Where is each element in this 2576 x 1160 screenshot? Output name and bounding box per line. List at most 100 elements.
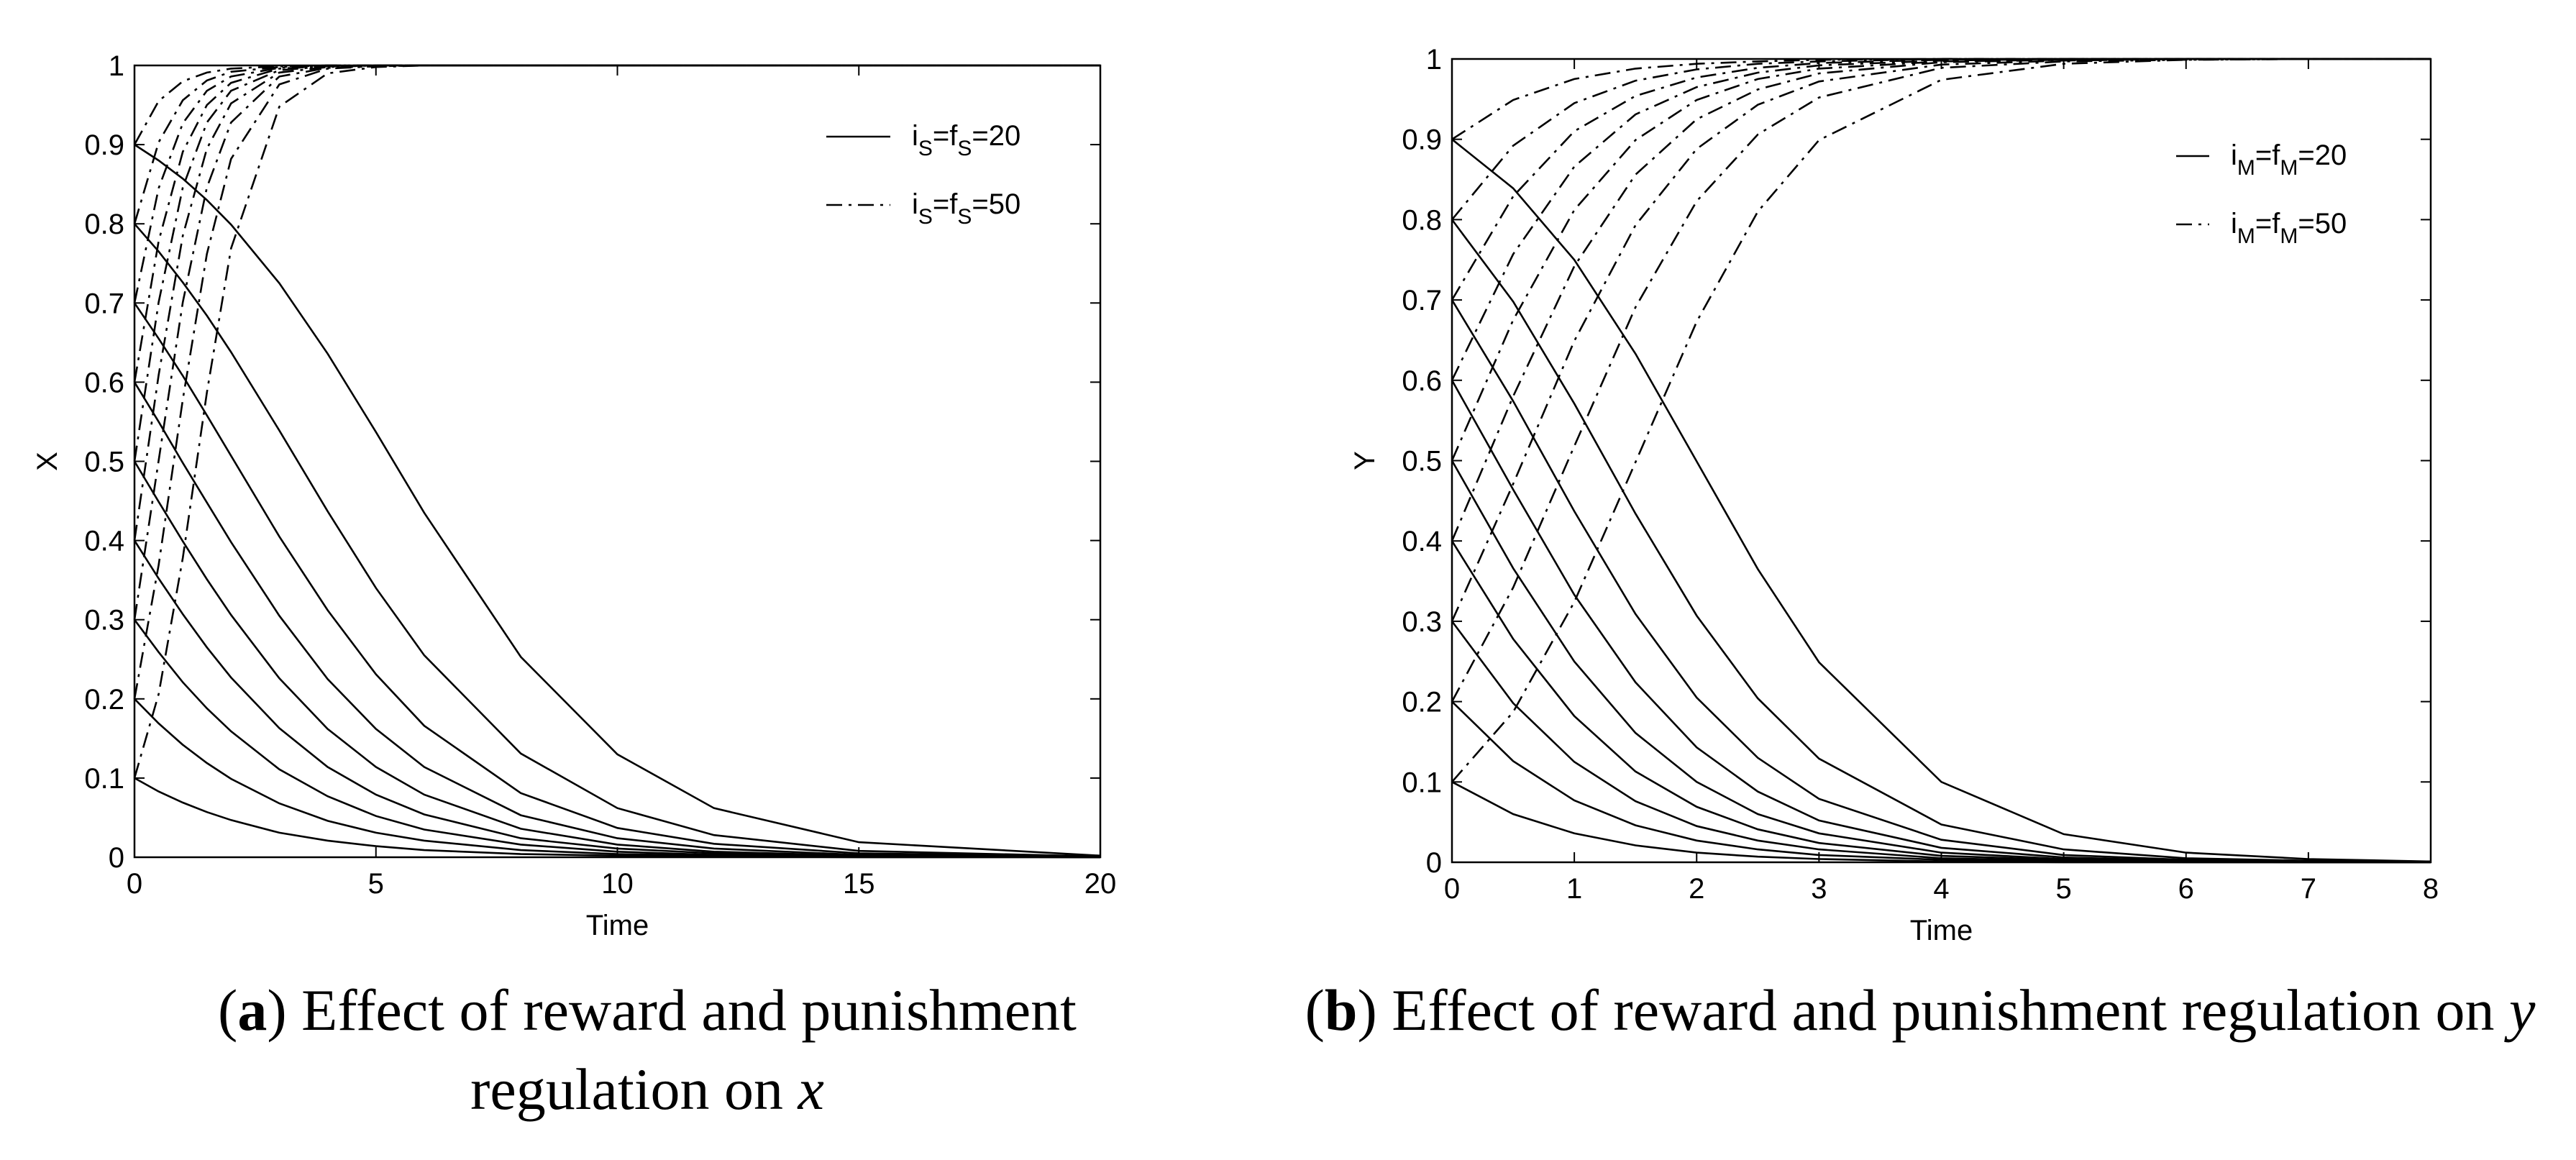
series-line — [133, 460, 1101, 859]
legend-text: M — [2280, 156, 2298, 180]
legend-text: S — [957, 205, 972, 229]
y-tick-label: 0.9 — [1402, 124, 1442, 156]
series-line — [1451, 138, 2431, 863]
legend-text: =50 — [2298, 208, 2347, 239]
caption-part: ( — [1305, 977, 1325, 1043]
series-line — [134, 777, 1100, 859]
x-tick-label: 7 — [2301, 873, 2316, 905]
legend-text: =f — [933, 120, 958, 152]
legend-text: =20 — [2298, 140, 2347, 171]
y-tick-label: 0.3 — [1402, 606, 1442, 638]
x-tick-label: 20 — [1084, 868, 1117, 900]
y-tick-label: 0.1 — [1402, 767, 1442, 798]
caption-part: ) Effect of reward and punishment regula… — [1357, 977, 2510, 1043]
series-line — [133, 539, 1101, 859]
legend-text: S — [918, 137, 933, 160]
caption-part: y — [2509, 977, 2536, 1043]
x-tick-label: 2 — [1689, 873, 1704, 905]
series-line — [134, 223, 1101, 858]
legend-text: M — [2280, 224, 2298, 248]
plot-frame — [133, 64, 1102, 859]
caption-part: ( — [218, 977, 238, 1043]
y-tick-label: 0.6 — [84, 367, 124, 398]
y-tick-label: 0.4 — [1402, 526, 1442, 557]
series-line — [133, 64, 1100, 383]
y-tick-label: 0.5 — [1402, 446, 1442, 478]
series-line — [133, 381, 1101, 859]
legend-text: =f — [2255, 208, 2280, 239]
x-tick-label: 15 — [843, 868, 875, 900]
y-tick-label: 0.7 — [1402, 285, 1442, 316]
series-line — [1451, 621, 2431, 864]
series-line — [1451, 219, 2431, 863]
legend-entry: iS=fS=20 — [912, 120, 1020, 160]
y-tick-label: 0.8 — [1402, 204, 1442, 236]
series-line — [1451, 58, 2431, 140]
caption-part: a — [237, 977, 268, 1043]
series-line — [1451, 380, 2431, 864]
legend-entry: iS=fS=50 — [912, 188, 1020, 229]
caption-part: ) Effect of reward and punishment regula… — [267, 977, 1077, 1122]
caption-b: (b) Effect of reward and punishment regu… — [1266, 971, 2575, 1050]
series-line — [133, 64, 1100, 779]
y-tick-label: 0.6 — [1402, 365, 1442, 397]
y-tick-label: 0.5 — [84, 447, 124, 478]
y-tick-label: 0.7 — [84, 288, 124, 319]
y-tick-label: 0.2 — [1402, 687, 1442, 718]
y-tick-label: 0.2 — [84, 684, 124, 716]
caption-a: (a) Effect of reward and punishment regu… — [144, 971, 1151, 1129]
legend-text: S — [957, 137, 972, 160]
y-axis-label: X — [32, 452, 63, 471]
y-tick-label: 0.8 — [84, 209, 124, 240]
y-tick-label: 0.3 — [84, 605, 124, 636]
x-axis-label: Time — [586, 910, 649, 941]
series-line — [133, 302, 1101, 858]
x-tick-label: 4 — [1933, 873, 1949, 905]
series-line — [1451, 540, 2431, 864]
legend-text: i — [2231, 140, 2237, 171]
series-line — [1451, 58, 2431, 381]
legend-text: i — [912, 188, 918, 220]
x-tick-label: 5 — [368, 868, 384, 900]
y-tick-label: 0.9 — [84, 129, 124, 161]
legend-entry: iM=fM=50 — [2231, 208, 2347, 248]
x-tick-label: 6 — [2178, 873, 2194, 905]
legend-text: =f — [933, 188, 958, 220]
series-line — [133, 618, 1101, 859]
caption-part: b — [1324, 977, 1358, 1043]
legend-entry: iM=fM=20 — [2231, 140, 2347, 180]
series-line — [133, 64, 1100, 303]
legend-text: S — [918, 205, 933, 229]
y-tick-label: 0 — [1426, 847, 1442, 879]
x-tick-label: 8 — [2423, 873, 2439, 905]
x-tick-label: 1 — [1566, 873, 1582, 905]
legend-text: i — [2231, 208, 2237, 239]
series-line — [1451, 58, 2431, 221]
y-tick-label: 1 — [1426, 44, 1442, 76]
legend-text: =20 — [972, 120, 1020, 152]
legend-text: i — [912, 120, 918, 152]
x-tick-label: 10 — [601, 868, 634, 900]
x-tick-label: 0 — [1444, 873, 1460, 905]
legend-text: =50 — [972, 188, 1020, 220]
series-line — [1451, 460, 2431, 864]
series-line — [1451, 58, 2431, 622]
y-tick-label: 1 — [109, 50, 124, 82]
x-tick-label: 0 — [127, 868, 142, 900]
series-line — [133, 64, 1100, 700]
y-tick-label: 0.1 — [84, 763, 124, 795]
legend-text: M — [2237, 224, 2255, 248]
x-tick-label: 3 — [1811, 873, 1827, 905]
caption-part: x — [798, 1056, 824, 1122]
y-tick-label: 0.4 — [84, 526, 124, 557]
legend-text: =f — [2255, 140, 2280, 171]
x-axis-label: Time — [1910, 915, 1973, 946]
x-tick-label: 5 — [2056, 873, 2072, 905]
series-line — [134, 144, 1101, 857]
plot-frame — [1451, 58, 2432, 864]
series-line — [1451, 781, 2431, 864]
legend-text: M — [2237, 156, 2255, 180]
series-line — [1451, 58, 2431, 462]
